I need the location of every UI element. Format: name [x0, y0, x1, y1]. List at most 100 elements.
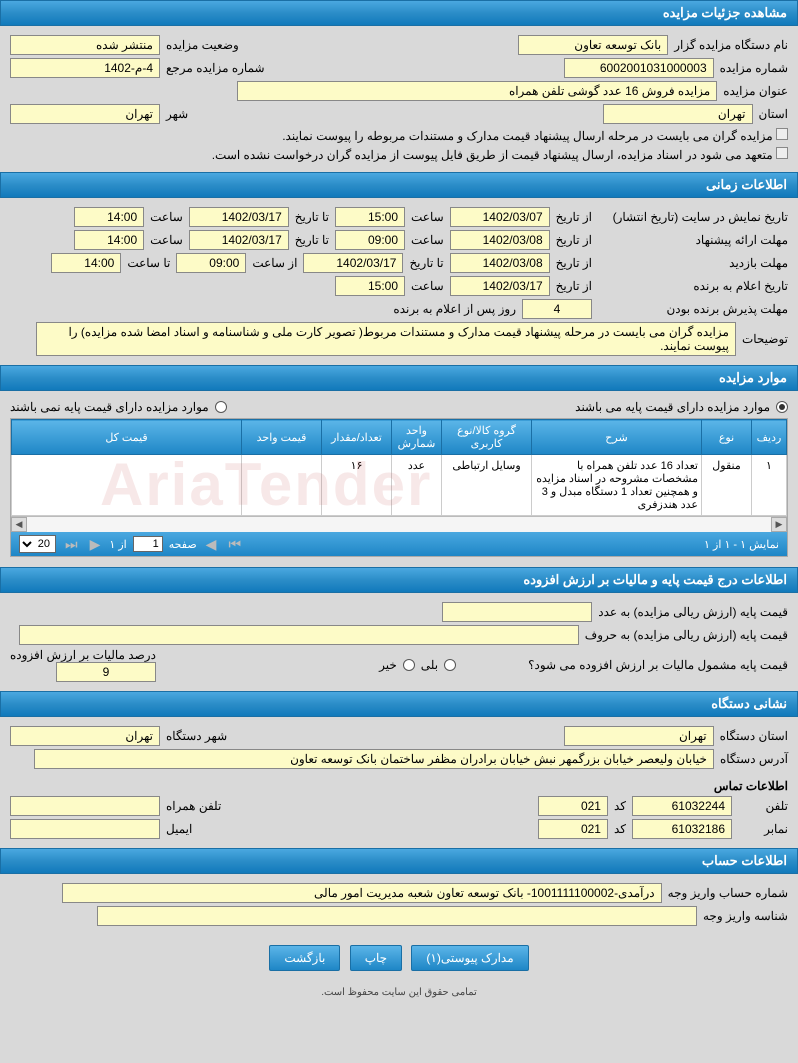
table-scrollbar[interactable]: ▶ ◀ — [11, 516, 787, 532]
has-base-label: موارد مزایده دارای قیمت پایه می باشند — [575, 400, 770, 414]
note1-checkbox — [776, 128, 788, 140]
vat-no-radio[interactable] — [403, 659, 415, 671]
col-unit: واحد شمارش — [392, 420, 442, 455]
org-city-value: تهران — [10, 726, 160, 746]
pager-prev-icon[interactable]: ◀ — [203, 536, 220, 553]
attachments-button[interactable]: مدارک پیوستی(۱) — [411, 945, 528, 971]
title-value: مزایده فروش 16 عدد گوشی تلفن همراه — [237, 81, 717, 101]
no-base-radio[interactable] — [215, 401, 227, 413]
visit-to-hour-label: تا ساعت — [127, 256, 170, 270]
pager-first-icon[interactable]: ⏮ — [225, 536, 244, 553]
to-label: تا تاریخ — [295, 210, 329, 224]
pager-display: نمایش ۱ - ۱ از ۱ — [704, 538, 779, 551]
acc-value: درآمدی-1001111100002- بانک توسعه تعاون ش… — [62, 883, 662, 903]
ref-label: شماره مزایده مرجع — [166, 61, 265, 75]
scroll-left-icon[interactable]: ◀ — [11, 517, 27, 532]
offer-to-time: 14:00 — [74, 230, 144, 250]
accept-label: مهلت پذیرش برنده بودن — [598, 302, 788, 316]
phone-value: 61032244 — [632, 796, 732, 816]
base-num-value — [442, 602, 592, 622]
title-label: عنوان مزایده — [723, 84, 788, 98]
scroll-right-icon[interactable]: ▶ — [771, 517, 787, 532]
visit-to-time: 14:00 — [51, 253, 121, 273]
note2-text: متعهد می شود در اسناد مزایده، ارسال پیشن… — [212, 148, 773, 162]
publish-to-date: 1402/03/17 — [189, 207, 289, 227]
desc-value king: مزایده گران می بایست در مرحله پیشنهاد قی… — [36, 322, 736, 356]
visit-from-hour-label: از ساعت — [252, 256, 297, 270]
winner-label: تاریخ اعلام به برنده — [598, 279, 788, 293]
pager-next-icon[interactable]: ▶ — [87, 536, 104, 553]
hour-label-2: ساعت — [150, 210, 183, 224]
vat-yes-radio[interactable] — [444, 659, 456, 671]
cell-type: منقول — [702, 455, 752, 516]
province-label: استان — [759, 107, 788, 121]
cell-group: وسایل ارتباطی — [442, 455, 532, 516]
visit-label: مهلت بازدید — [598, 256, 788, 270]
pager-last-icon[interactable]: ⏭ — [62, 536, 81, 553]
fax-code-value: 021 — [538, 819, 608, 839]
base-txt-label: قیمت پایه (ارزش ریالی مزایده) به حروف — [585, 628, 788, 642]
from-label: از تاریخ — [556, 210, 592, 224]
accept-unit: روز پس از اعلام به برنده — [393, 302, 516, 316]
pager-of-label: از ۱ — [109, 538, 126, 551]
mobile-label: تلفن همراه — [166, 799, 221, 813]
winner-time: 15:00 — [335, 276, 405, 296]
num-value: 6002001031000003 — [564, 58, 714, 78]
footer-text: تمامی حقوق این سایت محفوظ است. — [0, 981, 798, 1004]
col-desc: شرح — [532, 420, 702, 455]
offer-hour-label: ساعت — [411, 233, 444, 247]
pager-size-select[interactable]: 20 — [19, 535, 56, 553]
cell-unit-price — [242, 455, 322, 516]
items-table: ردیف نوع شرح گروه کالا/نوع کاربری واحد ش… — [10, 418, 788, 557]
vat-q-label: قیمت پایه مشمول مالیات بر ارزش افزوده می… — [528, 658, 788, 672]
visit-to-label: تا تاریخ — [409, 256, 443, 270]
fax-value: 61032186 — [632, 819, 732, 839]
num-label: شماره مزایده — [720, 61, 788, 75]
winner-from-label: از تاریخ — [556, 279, 592, 293]
cell-qty: ۱۶ — [322, 455, 392, 516]
offer-hour-label-2: ساعت — [150, 233, 183, 247]
cell-total — [12, 455, 242, 516]
org-city-label: شهر دستگاه — [166, 729, 227, 743]
offer-from-label: از تاریخ — [556, 233, 592, 247]
winner-hour-label: ساعت — [411, 279, 444, 293]
has-base-radio[interactable] — [776, 401, 788, 413]
publish-label: تاریخ نمایش در سایت (تاریخ انتشار) — [598, 210, 788, 224]
contact-label: اطلاعات تماس — [714, 779, 788, 793]
phone-code-value: 021 — [538, 796, 608, 816]
col-qty: تعداد/مقدار — [322, 420, 392, 455]
status-value: منتشر شده — [10, 35, 160, 55]
cell-idx: ۱ — [752, 455, 787, 516]
city-value: تهران — [10, 104, 160, 124]
province-value: تهران — [603, 104, 753, 124]
section-org-header: نشانی دستگاه — [0, 691, 798, 717]
note1-text: مزایده گران می بایست در مرحله ارسال پیشن… — [282, 129, 772, 143]
visit-from-time: 09:00 — [176, 253, 246, 273]
org-address-label: آدرس دستگاه — [720, 752, 788, 766]
email-label: ایمیل — [166, 822, 192, 836]
fax-label: نمابر — [738, 822, 788, 836]
section-details-header: مشاهده جزئیات مزایده — [0, 0, 798, 26]
fax-code-label: کد — [614, 822, 626, 836]
cell-unit: عدد — [392, 455, 442, 516]
pager: نمایش ۱ - ۱ از ۱ ⏮ ◀ صفحه 1 از ۱ ▶ ⏭ 20 — [11, 532, 787, 556]
offer-to-date: 1402/03/17 — [189, 230, 289, 250]
section-account-header: اطلاعات حساب — [0, 848, 798, 874]
winner-date: 1402/03/17 — [450, 276, 550, 296]
email-value — [10, 819, 160, 839]
visit-from-label: از تاریخ — [556, 256, 592, 270]
vat-pct-label: درصد مالیات بر ارزش افزوده — [10, 648, 156, 662]
org-value: بانک توسعه تعاون — [518, 35, 668, 55]
desc-label: توضیحات — [742, 332, 788, 346]
pager-page-input[interactable]: 1 — [133, 536, 163, 552]
back-button[interactable]: بازگشت — [269, 945, 340, 971]
vat-no-label: خیر — [379, 658, 397, 672]
section-time-header: اطلاعات زمانی — [0, 172, 798, 198]
cell-desc: تعداد 16 عدد تلفن همراه با مشخصات مشروحه… — [532, 455, 702, 516]
org-label: نام دستگاه مزایده گزار — [674, 38, 788, 52]
offer-from-date: 1402/03/08 — [450, 230, 550, 250]
offer-to-label: تا تاریخ — [295, 233, 329, 247]
print-button[interactable]: چاپ — [350, 945, 402, 971]
offer-from-time: 09:00 — [335, 230, 405, 250]
publish-from-time: 15:00 — [335, 207, 405, 227]
